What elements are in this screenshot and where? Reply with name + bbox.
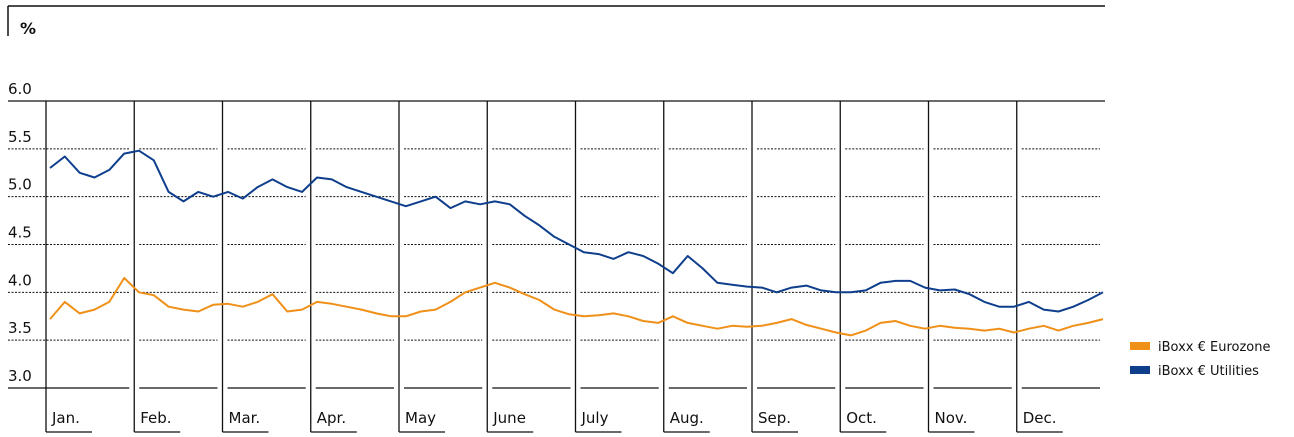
y-tick-label: 3.5 bbox=[8, 319, 32, 337]
x-tick-label: July bbox=[581, 409, 609, 427]
x-tick-label: Aug. bbox=[670, 409, 704, 427]
series-line bbox=[49, 277, 1104, 337]
legend-label: iBoxx € Eurozone bbox=[1158, 340, 1271, 355]
legend-swatch bbox=[1130, 366, 1150, 374]
x-tick-label: Mar. bbox=[229, 409, 261, 427]
legend-label: iBoxx € Utilities bbox=[1158, 364, 1259, 379]
x-tick-label: May bbox=[405, 409, 436, 427]
x-tick-label: Sep. bbox=[758, 409, 791, 427]
x-tick-label: Apr. bbox=[317, 409, 346, 427]
x-tick-label: June bbox=[492, 409, 526, 427]
y-tick-label: 3.0 bbox=[8, 367, 32, 385]
y-tick-label: 4.5 bbox=[8, 224, 32, 242]
chart-title: % bbox=[20, 19, 36, 38]
series-line bbox=[49, 149, 1104, 313]
y-tick-label: 6.0 bbox=[8, 80, 32, 98]
x-tick-label: Nov. bbox=[935, 409, 968, 427]
y-tick-label: 4.0 bbox=[8, 271, 32, 289]
x-tick-label: Jan. bbox=[51, 409, 80, 427]
y-tick-label: 5.0 bbox=[8, 176, 32, 194]
x-tick-label: Feb. bbox=[140, 409, 171, 427]
x-tick-label: Oct. bbox=[846, 409, 877, 427]
x-tick-label: Dec. bbox=[1023, 409, 1057, 427]
legend-swatch bbox=[1130, 342, 1150, 350]
y-tick-label: 5.5 bbox=[8, 128, 32, 146]
